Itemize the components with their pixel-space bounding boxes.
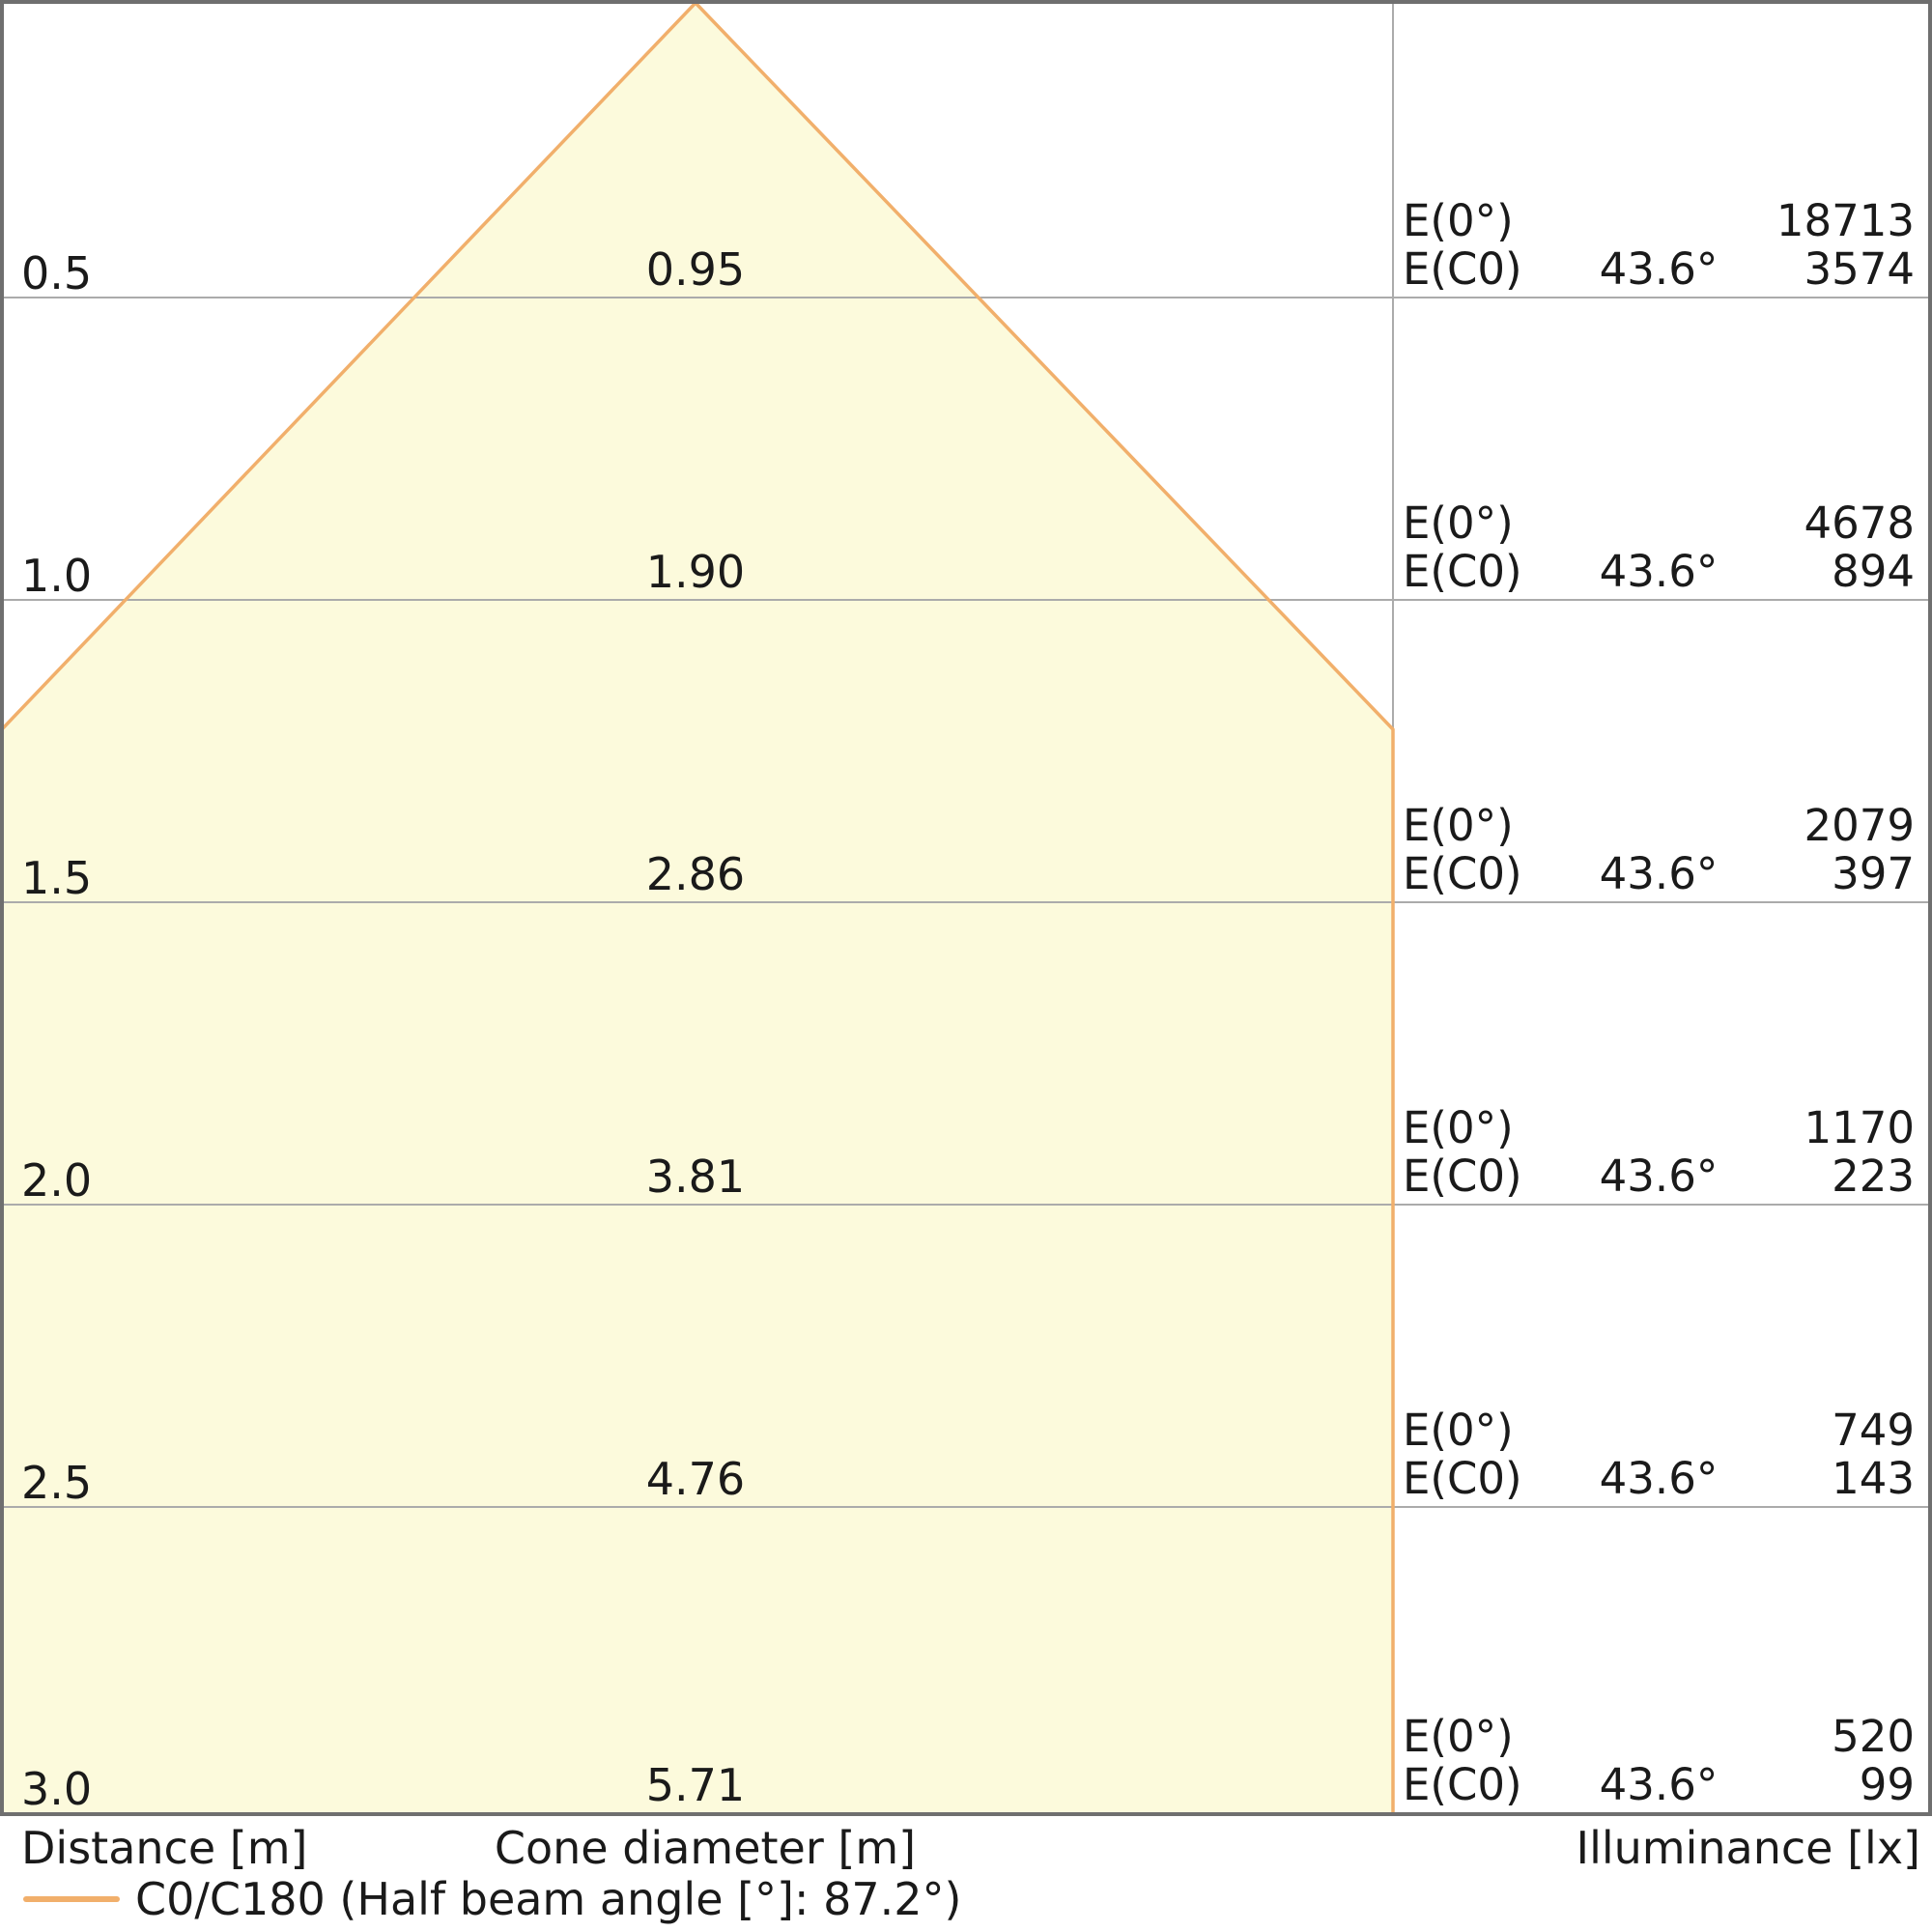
ec0-angle: 43.6°	[1599, 1453, 1719, 1504]
illuminance-block-2-5: E(0°) 749 E(C0) 43.6° 143	[1403, 1406, 1915, 1503]
e0-value: 520	[1832, 1711, 1915, 1762]
distance-label-2-5: 2.5	[21, 1457, 93, 1509]
ec0-label: E(C0)	[1403, 1759, 1522, 1810]
axis-label-illuminance: Illuminance [lx]	[1576, 1822, 1920, 1874]
e0-row: E(0°) 2079	[1403, 802, 1915, 850]
illuminance-block-2-0: E(0°) 1170 E(C0) 43.6° 223	[1403, 1104, 1915, 1201]
illuminance-block-1-0: E(0°) 4678 E(C0) 43.6° 894	[1403, 499, 1915, 596]
ec0-angle: 43.6°	[1599, 243, 1719, 295]
ec0-angle: 43.6°	[1599, 848, 1719, 899]
ec0-value: 3574	[1804, 243, 1915, 295]
e0-row: E(0°) 4678	[1403, 499, 1915, 548]
illuminance-block-3-0: E(0°) 520 E(C0) 43.6° 99	[1403, 1713, 1915, 1809]
ec0-row: E(C0) 43.6° 397	[1403, 850, 1915, 898]
e0-row: E(0°) 18713	[1403, 197, 1915, 245]
e0-label: E(0°)	[1403, 800, 1514, 851]
illuminance-block-1-5: E(0°) 2079 E(C0) 43.6° 397	[1403, 802, 1915, 898]
e0-label: E(0°)	[1403, 1711, 1514, 1762]
cone-diameter-label-2-5: 4.76	[645, 1453, 746, 1505]
e0-label: E(0°)	[1403, 195, 1514, 246]
axis-label-distance: Distance [m]	[21, 1822, 308, 1874]
e0-label: E(0°)	[1403, 1102, 1514, 1153]
distance-label-1-5: 1.5	[21, 852, 93, 904]
ec0-value: 223	[1832, 1151, 1915, 1202]
e0-angle	[1574, 1104, 1745, 1152]
e0-value: 749	[1832, 1405, 1915, 1456]
ec0-label: E(C0)	[1403, 1453, 1522, 1504]
e0-row: E(0°) 749	[1403, 1406, 1915, 1455]
e0-value: 4678	[1804, 497, 1915, 549]
e0-row: E(0°) 520	[1403, 1713, 1915, 1761]
ec0-row: E(C0) 43.6° 99	[1403, 1761, 1915, 1809]
ec0-label: E(C0)	[1403, 848, 1522, 899]
cone-fill	[0, 3, 1393, 1813]
cone-diameter-label-2-0: 3.81	[645, 1151, 746, 1203]
cone-diameter-label-1-0: 1.90	[645, 546, 746, 598]
ec0-angle: 43.6°	[1599, 546, 1719, 597]
plot-border	[0, 0, 1932, 1816]
ec0-angle: 43.6°	[1599, 1151, 1719, 1202]
e0-angle	[1574, 802, 1745, 850]
ec0-label: E(C0)	[1403, 243, 1522, 295]
ec0-row: E(C0) 43.6° 894	[1403, 548, 1915, 596]
e0-angle	[1574, 1713, 1745, 1761]
e0-label: E(0°)	[1403, 1405, 1514, 1456]
e0-angle	[1574, 197, 1745, 245]
ec0-label: E(C0)	[1403, 546, 1522, 597]
distance-label-2-0: 2.0	[21, 1154, 93, 1207]
e0-value: 1170	[1804, 1102, 1915, 1153]
ec0-row: E(C0) 43.6° 143	[1403, 1455, 1915, 1503]
e0-value: 18713	[1776, 195, 1915, 246]
cone-diameter-label-0-5: 0.95	[645, 243, 746, 296]
distance-label-3-0: 3.0	[21, 1763, 93, 1815]
ec0-value: 894	[1832, 546, 1915, 597]
e0-angle	[1574, 1406, 1745, 1455]
illuminance-block-0-5: E(0°) 18713 E(C0) 43.6° 3574	[1403, 197, 1915, 294]
ec0-angle: 43.6°	[1599, 1759, 1719, 1810]
e0-row: E(0°) 1170	[1403, 1104, 1915, 1152]
ec0-value: 397	[1832, 848, 1915, 899]
e0-label: E(0°)	[1403, 497, 1514, 549]
e0-angle	[1574, 499, 1745, 548]
distance-label-1-0: 1.0	[21, 550, 93, 602]
ec0-row: E(C0) 43.6° 223	[1403, 1152, 1915, 1201]
cone-diameter-label-3-0: 5.71	[645, 1759, 746, 1811]
distance-label-0-5: 0.5	[21, 247, 93, 299]
axis-label-cone-diameter: Cone diameter [m]	[494, 1822, 917, 1874]
legend-line-swatch	[23, 1896, 120, 1902]
ec0-value: 99	[1859, 1759, 1915, 1810]
ec0-row: E(C0) 43.6° 3574	[1403, 245, 1915, 294]
e0-value: 2079	[1804, 800, 1915, 851]
ec0-label: E(C0)	[1403, 1151, 1522, 1202]
ec0-value: 143	[1832, 1453, 1915, 1504]
cone-diameter-label-1-5: 2.86	[645, 848, 746, 900]
legend-label: C0/C180 (Half beam angle [°]: 87.2°)	[135, 1873, 962, 1925]
